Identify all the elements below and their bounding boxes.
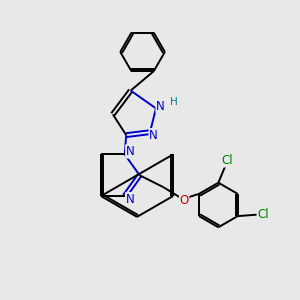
Text: N: N bbox=[156, 100, 165, 112]
Text: H: H bbox=[170, 97, 178, 107]
Text: O: O bbox=[180, 194, 189, 207]
Text: N: N bbox=[126, 145, 134, 158]
Text: N: N bbox=[126, 193, 134, 206]
Text: Cl: Cl bbox=[221, 154, 233, 167]
Text: Cl: Cl bbox=[257, 208, 269, 221]
Text: N: N bbox=[149, 129, 158, 142]
